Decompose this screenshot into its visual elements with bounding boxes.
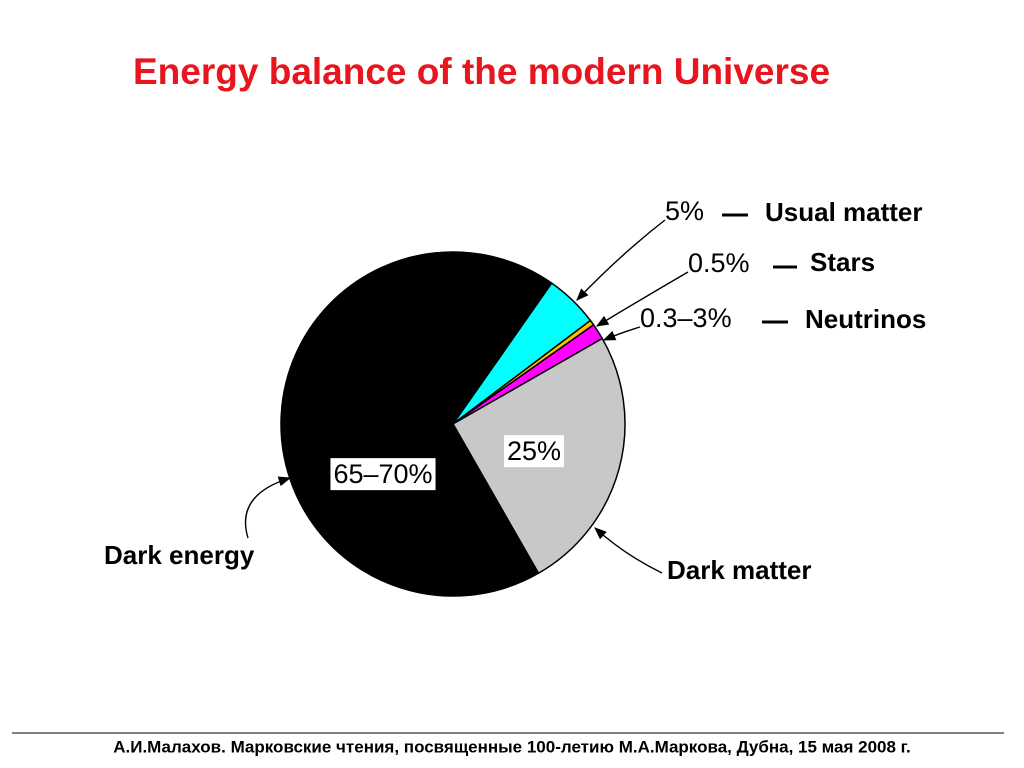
footer: А.И.Малахов. Марковские чтения, посвящен… (113, 737, 911, 756)
chart-title: Energy balance of the modern Universe (133, 51, 830, 92)
pie-slice (280, 251, 553, 597)
value-label: 0.3–3% (640, 303, 732, 333)
value-label: 5% (665, 196, 704, 226)
leader-arrow (576, 219, 666, 301)
category-label: Dark matter (667, 555, 812, 585)
leader-arrow (602, 326, 641, 341)
leader-arrow (244, 476, 292, 539)
value-label: 65–70% (333, 459, 432, 489)
category-label: Neutrinos (805, 304, 926, 334)
category-label: Stars (810, 247, 875, 277)
leader-arrow (594, 527, 663, 574)
category-label: Usual matter (765, 197, 923, 227)
value-label-box (503, 435, 565, 468)
leader-arrow (595, 271, 689, 327)
category-label: Dark energy (104, 540, 255, 570)
pie (280, 251, 626, 597)
value-label-box (330, 458, 436, 491)
value-label: 0.5% (688, 248, 750, 278)
value-label: 25% (507, 436, 561, 466)
labels: 5% Usual matter 0.5% Stars 0.3–3% Neutrinos 25… (104, 196, 926, 585)
